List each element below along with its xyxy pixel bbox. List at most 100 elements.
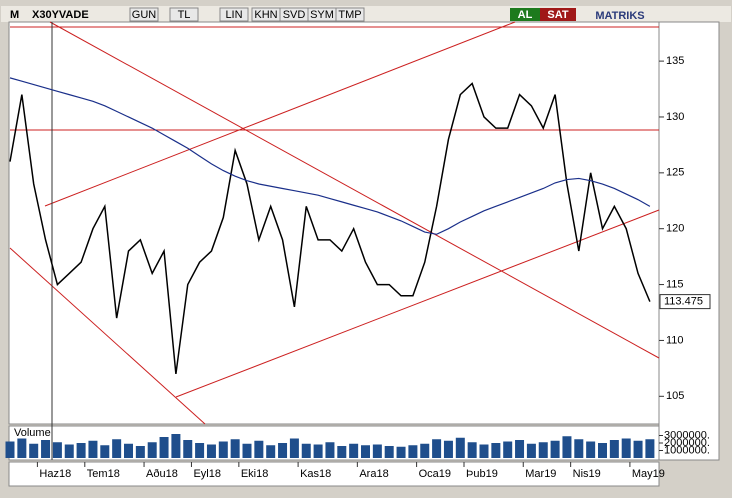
volume-bar <box>337 446 347 458</box>
volume-bar <box>100 445 110 458</box>
volume-bar <box>408 445 418 458</box>
volume-label: Volume <box>14 427 51 439</box>
volume-tick-label: 1000000. <box>664 444 710 456</box>
volume-tick-label: 2000000. <box>664 437 710 449</box>
y-tick-label: 110 <box>666 334 684 346</box>
volume-bar <box>538 442 548 458</box>
volume-bar <box>147 442 157 458</box>
volume-bar <box>574 439 584 458</box>
volume-bar <box>29 443 39 458</box>
x-tick-label: Aðu18 <box>146 468 178 480</box>
volume-bar <box>278 443 288 458</box>
volume-bar <box>515 440 525 458</box>
plot-area <box>8 21 660 425</box>
y-tick-label: 130 <box>666 111 684 123</box>
y-tick-label: 115 <box>666 278 684 290</box>
volume-bar <box>598 443 607 458</box>
volume-bar <box>455 437 465 458</box>
x-tick-label: Haz18 <box>39 468 71 480</box>
volume-bar <box>384 446 394 458</box>
volume-bar <box>550 440 560 458</box>
toolbar-button[interactable] <box>129 7 159 22</box>
x-axis-area <box>8 461 660 487</box>
sell-button[interactable] <box>540 8 576 21</box>
volume-bar <box>526 443 536 458</box>
volume-bar <box>242 443 252 458</box>
trend-line <box>44 21 516 207</box>
volume-bar <box>76 443 86 458</box>
volume-bar <box>301 443 311 458</box>
y-tick-label: 105 <box>666 390 684 402</box>
x-tick-label: May19 <box>632 468 665 480</box>
toolbar-button-label: KHN <box>254 9 277 21</box>
volume-bar <box>645 439 655 458</box>
volume-bar <box>420 443 430 458</box>
volume-bar <box>52 442 62 458</box>
trend-line <box>49 21 660 359</box>
brand: MATRIKS <box>595 10 644 22</box>
toolbar-button-label: GUN <box>132 9 157 21</box>
volume-bar <box>124 443 133 458</box>
volume-bar <box>503 441 513 458</box>
volume-bar <box>621 438 631 458</box>
volume-bar <box>266 445 276 458</box>
series-line <box>9 77 651 235</box>
volume-bar <box>432 439 442 458</box>
volume-bar <box>17 438 27 458</box>
y-tick-label: 120 <box>666 223 684 235</box>
trend-line <box>175 209 660 398</box>
last-price-label: 113.475 <box>664 296 703 308</box>
volume-bar <box>586 441 596 458</box>
trend-line <box>9 247 206 425</box>
volume-bar <box>254 440 264 458</box>
volume-bar <box>135 446 145 458</box>
volume-bar <box>206 444 216 458</box>
volume-bar <box>467 442 477 458</box>
buy-button[interactable] <box>510 8 540 21</box>
symbol[interactable]: X30YVADE <box>32 9 89 21</box>
volume-bar <box>349 443 359 458</box>
volume-bar <box>361 445 370 458</box>
volume-bar <box>609 440 619 458</box>
x-tick-label: Þub19 <box>466 468 498 480</box>
x-tick-label: Kas18 <box>300 468 331 480</box>
logo: M <box>10 9 19 21</box>
x-tick-label: Mar19 <box>525 468 556 480</box>
toolbar-button-label: TMP <box>338 9 361 21</box>
toolbar-button[interactable] <box>219 7 249 22</box>
toolbar-button-label: SYM <box>310 9 334 21</box>
series-line <box>9 82 651 375</box>
drawings <box>9 21 660 425</box>
volume-bar <box>396 446 406 458</box>
toolbar-button-label: LIN <box>225 9 242 21</box>
y-tick-label: 125 <box>666 167 684 179</box>
volume-bar <box>313 444 323 458</box>
volume-bar <box>171 434 181 458</box>
volume-bar <box>633 440 643 458</box>
volume-bar <box>159 437 169 458</box>
toolbar-buttons: GUN TL LIN KHN SVD SYM TMP <box>129 7 365 22</box>
buy-label: AL <box>518 9 533 21</box>
x-tick-label: Ara18 <box>359 468 388 480</box>
volume-bar <box>41 440 51 458</box>
toolbar-button-label: TL <box>178 9 191 21</box>
volume-bar <box>443 440 453 458</box>
volume-bar <box>479 444 489 458</box>
x-tick-label: Nis19 <box>573 468 601 480</box>
volume-bar <box>289 438 299 458</box>
volume-bar <box>88 440 98 458</box>
x-tick-label: Oca19 <box>419 468 451 480</box>
volume-bar <box>112 439 122 458</box>
volume-tick-label: 3000000. <box>664 429 710 441</box>
volume-bar <box>195 443 205 458</box>
toolbar-button[interactable] <box>169 7 199 22</box>
toolbar-button-label: SVD <box>283 9 306 21</box>
y-tick-label: 135 <box>666 55 684 67</box>
volume-bar <box>5 441 15 458</box>
volume-bar <box>183 440 193 458</box>
volume-bar <box>218 441 228 458</box>
toolbar-button[interactable] <box>335 7 365 22</box>
x-tick-label: Tem18 <box>87 468 120 480</box>
